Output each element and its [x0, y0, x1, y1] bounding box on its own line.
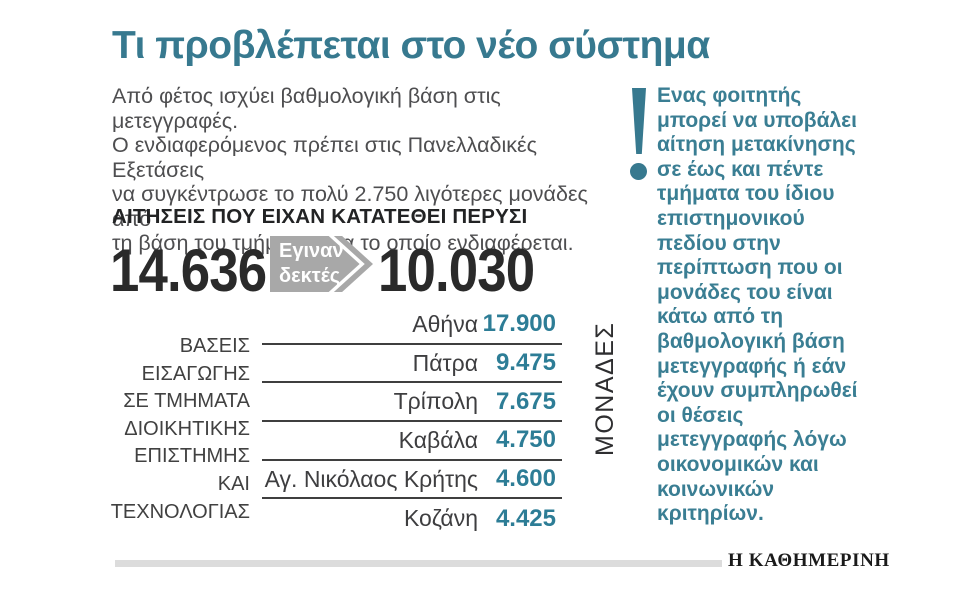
table-row: Τρίπολη 7.675 [262, 383, 562, 423]
table-row: Καβάλα 4.750 [262, 422, 562, 461]
side-note-text: Ενας φοιτητής μπορεί να υποβάλει αίτηση … [657, 84, 858, 526]
city-label: Κοζάνη [403, 505, 478, 532]
footer-rule [115, 560, 722, 567]
accepted-count: 10.030 [378, 237, 535, 304]
points-value: 17.900 [482, 310, 556, 338]
units-axis-label: ΜΟΝΑΔΕΣ [591, 321, 619, 456]
points-value: 7.675 [495, 387, 556, 415]
table-row: Πάτρα 9.475 [262, 345, 562, 384]
applications-heading: ΑΙΤΗΣΕΙΣ ΠΟΥ ΕΙΧΑΝ ΚΑΤΑΤΕΘΕΙ ΠΕΡΥΣΙ [112, 205, 528, 228]
table-title: ΒΑΣΕΙΣ ΕΙΣΑΓΩΓΗΣ ΣΕ ΤΜΗΜΑΤΑ ΔΙΟΙΚΗΤΙΚΗΣ … [110, 335, 250, 523]
points-value: 9.475 [495, 349, 556, 377]
accepted-arrow-tag: Εγιναν δεκτές [270, 236, 373, 292]
table-row: Κοζάνη 4.425 [262, 499, 562, 538]
accepted-arrow-label: Εγιναν δεκτές [279, 240, 344, 287]
exclamation-icon [632, 88, 646, 154]
points-value: 4.425 [495, 504, 556, 532]
table-row: Αθήνα 17.900 [262, 306, 562, 345]
submitted-count: 14.636 [110, 237, 267, 304]
intro-paragraph: Από φέτος ισχύει βαθμολογική βάση στις μ… [112, 84, 588, 255]
points-value: 4.750 [495, 426, 556, 454]
newspaper-logo: Η ΚΑΘΗΜΕΡΙΝΗ [728, 550, 890, 571]
table-row: Αγ. Νικόλαος Κρήτης 4.600 [262, 461, 562, 500]
points-value: 4.600 [495, 465, 556, 493]
city-label: Καβάλα [398, 426, 478, 453]
city-label: Πάτρα [412, 349, 478, 376]
city-label: Αγ. Νικόλαος Κρήτης [264, 465, 478, 492]
city-label: Τρίπολη [393, 388, 478, 415]
page-title: Τι προβλέπεται στο νέο σύστημα [112, 24, 710, 67]
city-label: Αθήνα [412, 310, 478, 337]
bases-table: Αθήνα 17.900 Πάτρα 9.475 Τρίπολη 7.675 Κ… [262, 306, 562, 538]
exclamation-dot-icon [630, 163, 647, 180]
